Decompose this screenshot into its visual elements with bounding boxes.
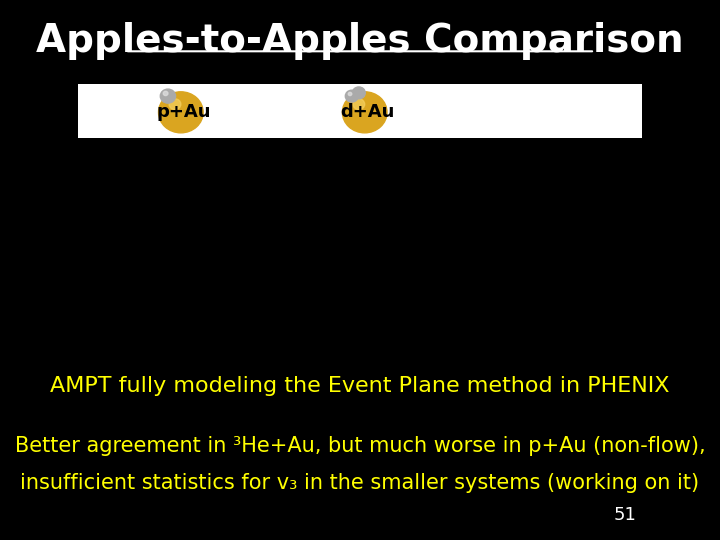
FancyBboxPatch shape bbox=[78, 84, 642, 138]
Circle shape bbox=[353, 99, 365, 110]
Circle shape bbox=[163, 91, 168, 96]
Text: insufficient statistics for v₃ in the smaller systems (working on it): insufficient statistics for v₃ in the sm… bbox=[20, 473, 700, 494]
Text: 51: 51 bbox=[613, 506, 636, 524]
Circle shape bbox=[346, 90, 359, 102]
Text: Apples-to-Apples Comparison: Apples-to-Apples Comparison bbox=[36, 22, 684, 59]
Circle shape bbox=[352, 87, 365, 99]
Circle shape bbox=[161, 89, 176, 103]
Text: Better agreement in ³He+Au, but much worse in p+Au (non-flow),: Better agreement in ³He+Au, but much wor… bbox=[14, 435, 706, 456]
Text: d+Au: d+Au bbox=[341, 103, 395, 122]
Circle shape bbox=[348, 92, 352, 96]
Circle shape bbox=[343, 92, 387, 133]
Text: p+Au: p+Au bbox=[156, 103, 211, 122]
Text: AMPT fully modeling the Event Plane method in PHENIX: AMPT fully modeling the Event Plane meth… bbox=[50, 376, 670, 396]
Circle shape bbox=[158, 92, 203, 133]
Circle shape bbox=[169, 99, 181, 110]
